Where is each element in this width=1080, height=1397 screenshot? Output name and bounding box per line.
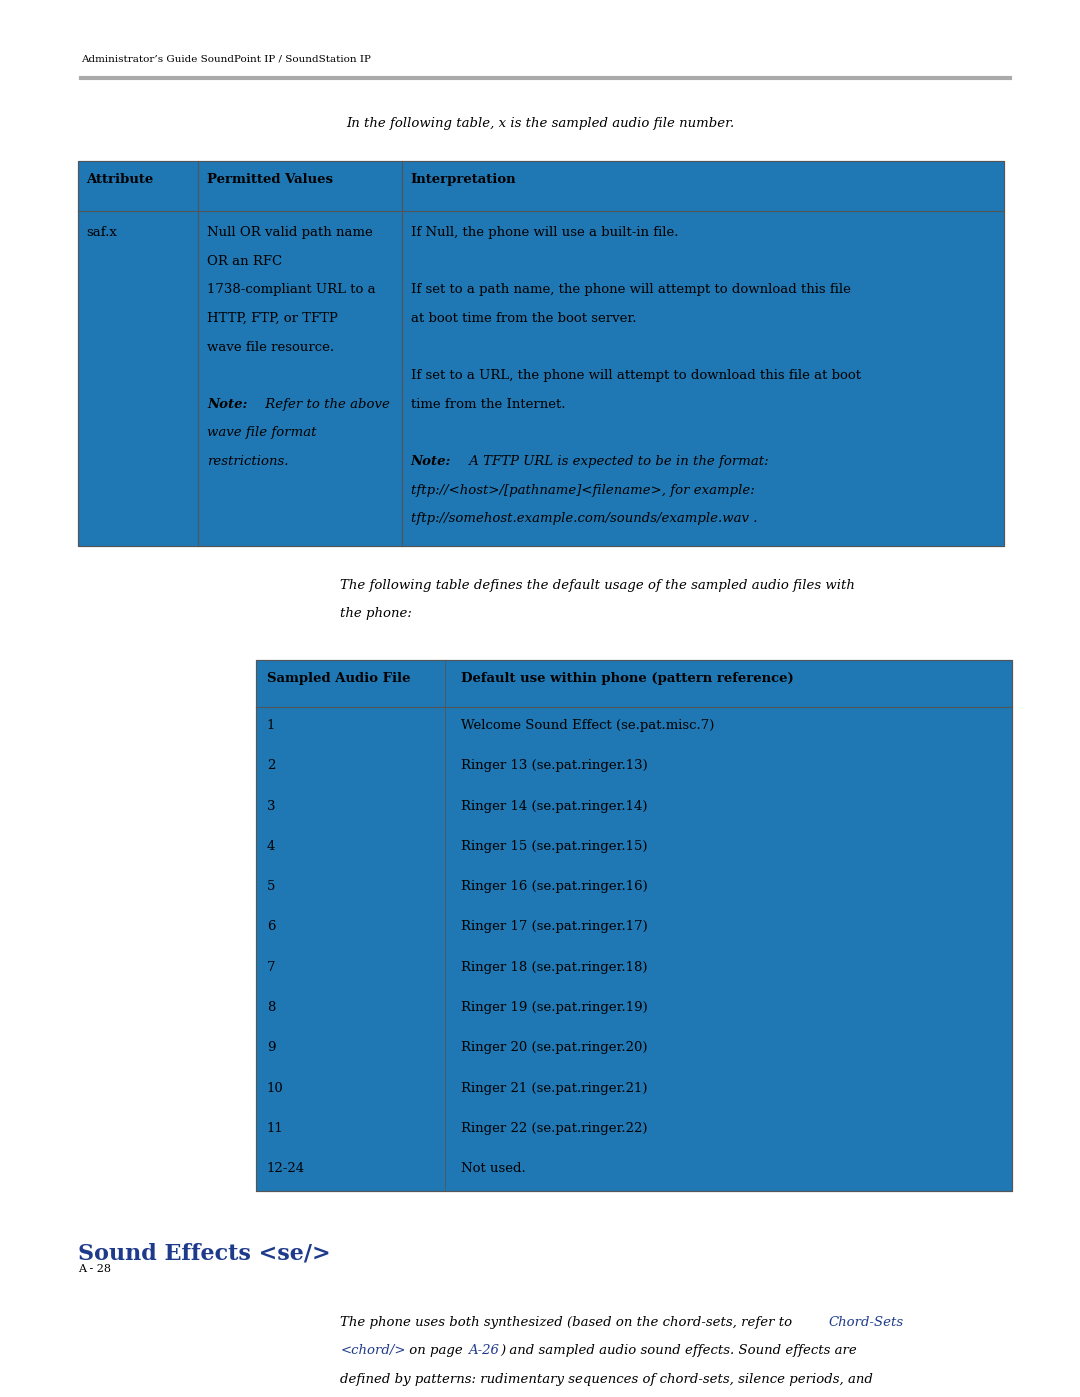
FancyBboxPatch shape: [78, 161, 1004, 546]
Text: Note:: Note:: [410, 455, 451, 468]
Text: on page: on page: [405, 1344, 467, 1358]
Text: Not used.: Not used.: [461, 1162, 526, 1175]
FancyBboxPatch shape: [256, 1151, 1012, 1190]
FancyBboxPatch shape: [256, 661, 1012, 1190]
Text: Attribute: Attribute: [86, 173, 153, 186]
Text: Ringer 14 (se.pat.ringer.14): Ringer 14 (se.pat.ringer.14): [461, 799, 648, 813]
Text: Ringer 18 (se.pat.ringer.18): Ringer 18 (se.pat.ringer.18): [461, 961, 648, 974]
Text: Ringer 19 (se.pat.ringer.19): Ringer 19 (se.pat.ringer.19): [461, 1002, 648, 1014]
Text: OR an RFC: OR an RFC: [207, 254, 282, 268]
Text: 3: 3: [267, 799, 275, 813]
Text: defined by patterns: rudimentary sequences of chord-sets, silence periods, and: defined by patterns: rudimentary sequenc…: [340, 1373, 873, 1386]
FancyBboxPatch shape: [256, 909, 1012, 949]
Text: 11: 11: [267, 1122, 284, 1134]
Text: The following table defines the default usage of the sampled audio files with: The following table defines the default …: [340, 578, 855, 591]
Text: Welcome Sound Effect (se.pat.misc.7): Welcome Sound Effect (se.pat.misc.7): [461, 719, 715, 732]
FancyBboxPatch shape: [256, 707, 1012, 747]
Text: 4: 4: [267, 840, 275, 852]
FancyBboxPatch shape: [256, 1070, 1012, 1111]
Text: If Null, the phone will use a built-in file.: If Null, the phone will use a built-in f…: [410, 226, 678, 239]
Text: <chord/>: <chord/>: [340, 1344, 406, 1358]
Text: Ringer 20 (se.pat.ringer.20): Ringer 20 (se.pat.ringer.20): [461, 1041, 648, 1055]
Text: Ringer 22 (se.pat.ringer.22): Ringer 22 (se.pat.ringer.22): [461, 1122, 648, 1134]
Text: Null OR valid path name: Null OR valid path name: [207, 226, 373, 239]
Text: at boot time from the boot server.: at boot time from the boot server.: [410, 312, 636, 326]
Text: In the following table, x is the sampled audio file number.: In the following table, x is the sampled…: [346, 117, 734, 130]
Text: 1: 1: [267, 719, 275, 732]
Text: A TFTP URL is expected to be in the format:: A TFTP URL is expected to be in the form…: [464, 455, 768, 468]
Text: Refer to the above: Refer to the above: [261, 398, 390, 411]
Text: wave file resource.: wave file resource.: [207, 341, 334, 353]
Text: Note:: Note:: [207, 398, 247, 411]
Text: If set to a URL, the phone will attempt to download this file at boot: If set to a URL, the phone will attempt …: [410, 369, 861, 383]
FancyBboxPatch shape: [256, 788, 1012, 828]
Text: Ringer 13 (se.pat.ringer.13): Ringer 13 (se.pat.ringer.13): [461, 759, 648, 773]
Text: Ringer 21 (se.pat.ringer.21): Ringer 21 (se.pat.ringer.21): [461, 1081, 648, 1095]
Text: 6: 6: [267, 921, 275, 933]
Text: Ringer 15 (se.pat.ringer.15): Ringer 15 (se.pat.ringer.15): [461, 840, 648, 852]
Text: The phone uses both synthesized (based on the chord-sets, refer to: The phone uses both synthesized (based o…: [340, 1316, 797, 1329]
Text: A-26: A-26: [468, 1344, 499, 1358]
Text: Ringer 17 (se.pat.ringer.17): Ringer 17 (se.pat.ringer.17): [461, 921, 648, 933]
FancyBboxPatch shape: [256, 1030, 1012, 1070]
Text: tftp://somehost.example.com/sounds/example.wav .: tftp://somehost.example.com/sounds/examp…: [410, 513, 757, 525]
Text: Ringer 16 (se.pat.ringer.16): Ringer 16 (se.pat.ringer.16): [461, 880, 648, 893]
Text: tftp://<host>/[pathname]<filename>, for example:: tftp://<host>/[pathname]<filename>, for …: [410, 483, 755, 497]
FancyBboxPatch shape: [256, 989, 1012, 1030]
Text: Interpretation: Interpretation: [410, 173, 516, 186]
Text: 9: 9: [267, 1041, 275, 1055]
Text: 1738-compliant URL to a: 1738-compliant URL to a: [207, 284, 376, 296]
Text: Chord-Sets: Chord-Sets: [828, 1316, 904, 1329]
Text: restrictions.: restrictions.: [207, 455, 288, 468]
Text: 12-24: 12-24: [267, 1162, 305, 1175]
Text: 7: 7: [267, 961, 275, 974]
FancyBboxPatch shape: [256, 949, 1012, 989]
Text: 8: 8: [267, 1002, 275, 1014]
FancyBboxPatch shape: [256, 869, 1012, 909]
Text: Administrator’s Guide SoundPoint IP / SoundStation IP: Administrator’s Guide SoundPoint IP / So…: [81, 54, 370, 64]
FancyBboxPatch shape: [256, 661, 1012, 707]
Text: saf.x: saf.x: [86, 226, 118, 239]
Text: 2: 2: [267, 759, 275, 773]
Text: wave file format: wave file format: [207, 426, 316, 440]
FancyBboxPatch shape: [256, 747, 1012, 788]
Text: Sampled Audio File: Sampled Audio File: [267, 672, 410, 685]
FancyBboxPatch shape: [78, 211, 1004, 546]
FancyBboxPatch shape: [256, 1111, 1012, 1151]
Text: A - 28: A - 28: [78, 1264, 111, 1274]
Text: the phone:: the phone:: [340, 608, 413, 620]
Text: Sound Effects <se/>: Sound Effects <se/>: [78, 1243, 330, 1264]
Text: HTTP, FTP, or TFTP: HTTP, FTP, or TFTP: [207, 312, 338, 326]
FancyBboxPatch shape: [78, 161, 1004, 211]
Text: 10: 10: [267, 1081, 284, 1095]
Text: time from the Internet.: time from the Internet.: [410, 398, 565, 411]
Text: Default use within phone (pattern reference): Default use within phone (pattern refere…: [461, 672, 794, 685]
Text: ) and sampled audio sound effects. Sound effects are: ) and sampled audio sound effects. Sound…: [500, 1344, 856, 1358]
Text: Permitted Values: Permitted Values: [207, 173, 333, 186]
Text: If set to a path name, the phone will attempt to download this file: If set to a path name, the phone will at…: [410, 284, 851, 296]
Text: 5: 5: [267, 880, 275, 893]
FancyBboxPatch shape: [256, 828, 1012, 869]
